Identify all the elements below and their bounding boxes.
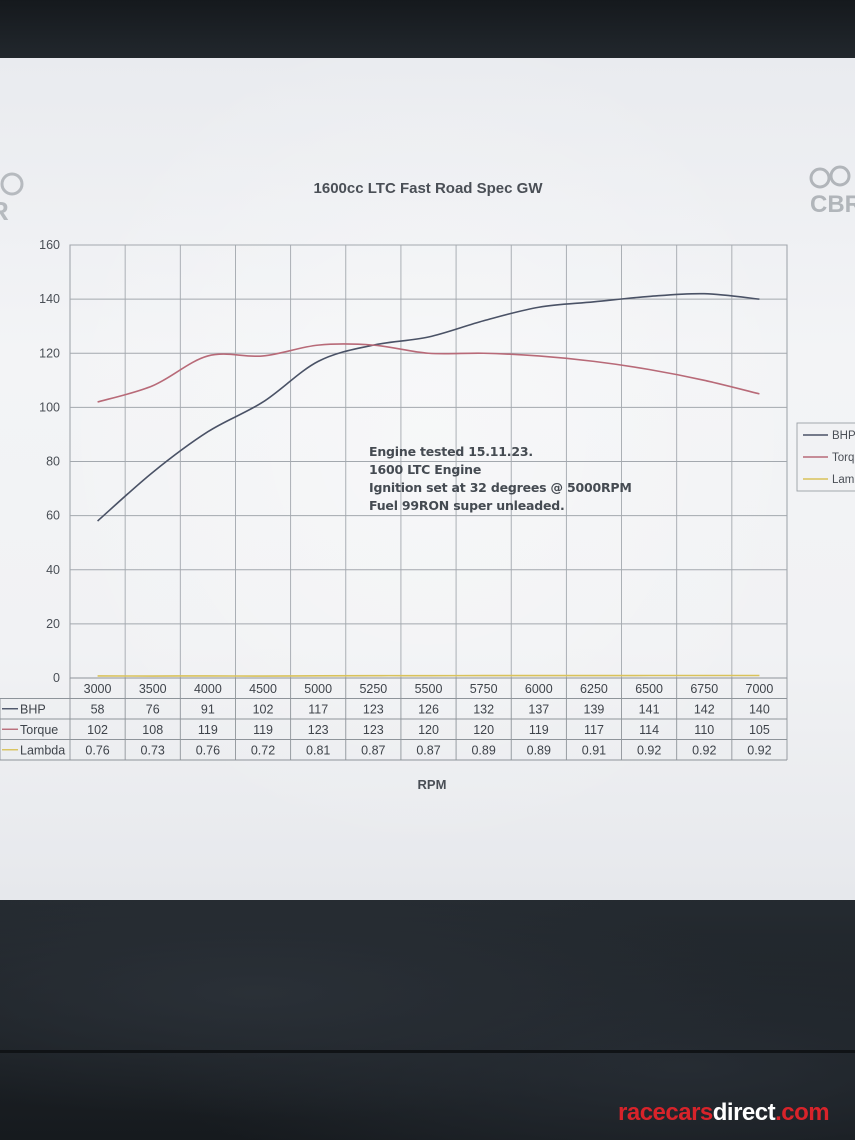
data-label: 123	[363, 703, 384, 717]
data-label: 123	[363, 723, 384, 737]
x-tick-label: 5500	[415, 682, 443, 696]
x-tick-label: 6750	[690, 682, 718, 696]
y-tick-label: 60	[46, 509, 60, 523]
note-line: Ignition set at 32 degrees @ 5000RPM	[369, 480, 632, 495]
data-label: 102	[253, 703, 274, 717]
note-line: 1600 LTC Engine	[369, 462, 482, 477]
data-table: 3000 3500 4000 4500 5000 5250 5500 5750 6000 6250…	[0, 677, 788, 761]
watermark-part: racecars	[618, 1099, 713, 1126]
table-series-name: BHP	[20, 703, 46, 717]
series-line-torque	[97, 343, 760, 403]
data-label: 0.73	[141, 744, 165, 758]
logo-left-text: R	[0, 196, 9, 226]
data-label: 132	[473, 703, 494, 717]
data-label: 141	[639, 703, 660, 717]
background-leather	[0, 895, 855, 1140]
chart-legend: BHP Torq Lam	[796, 422, 855, 492]
x-tick-label: 5000	[304, 682, 332, 696]
data-label: 114	[639, 723, 659, 737]
data-label: 117	[584, 723, 604, 737]
data-label: 0.87	[416, 744, 440, 758]
data-label: 110	[694, 723, 714, 737]
x-tick-label: 4500	[249, 682, 277, 696]
table-series-name: Torque	[20, 723, 58, 737]
x-tick-label: 7000	[746, 682, 774, 696]
series-line-bhp	[97, 292, 760, 522]
y-tick-label: 100	[39, 400, 60, 414]
data-label: 119	[253, 723, 273, 737]
data-label: 126	[418, 703, 439, 717]
data-label: 120	[418, 723, 439, 737]
logo-left-piston-icon	[0, 172, 24, 196]
data-label: 0.76	[85, 744, 109, 758]
y-tick-label: 20	[46, 617, 60, 631]
x-tick-label: 6500	[635, 682, 663, 696]
y-axis-ticks: 0 20 40 60 80 100 120 140 160	[39, 238, 60, 685]
data-label: 0.89	[527, 744, 551, 758]
data-label: 123	[308, 723, 329, 737]
x-tick-label: 5750	[470, 682, 498, 696]
data-label: 0.81	[306, 744, 330, 758]
watermark-part: .com	[775, 1099, 830, 1126]
data-label: 0.76	[196, 744, 220, 758]
data-label: 139	[584, 703, 605, 717]
logo-right-piston-icon	[809, 167, 831, 189]
data-label: 0.91	[582, 744, 606, 758]
data-label: 0.89	[471, 744, 495, 758]
data-label: 142	[694, 703, 715, 717]
data-label: 0.87	[361, 744, 385, 758]
x-tick-label: 4000	[194, 682, 222, 696]
logo-right: CBR	[809, 165, 855, 218]
data-label: 108	[142, 723, 163, 737]
y-tick-label: 0	[53, 671, 60, 685]
y-tick-label: 120	[39, 346, 60, 360]
data-label: 0.92	[692, 744, 716, 758]
legend-label: BHP	[832, 430, 855, 442]
data-label: 140	[749, 703, 770, 717]
data-label: 105	[749, 723, 770, 737]
y-tick-label: 140	[39, 292, 60, 306]
data-label: 117	[308, 703, 328, 717]
y-tick-label: 80	[46, 455, 60, 469]
data-label: 0.92	[637, 744, 661, 758]
series-line-lambda	[97, 674, 760, 677]
data-label: 102	[87, 723, 108, 737]
y-tick-label: 160	[39, 238, 60, 252]
data-label: 137	[528, 703, 549, 717]
test-notes: Engine tested 15.11.23. 1600 LTC Engine …	[369, 443, 632, 515]
x-axis-label: RPM	[418, 777, 447, 792]
chart-title: 1600cc LTC Fast Road Spec GW	[314, 180, 544, 197]
note-line: Engine tested 15.11.23.	[369, 444, 533, 459]
legend-label: Lam	[832, 474, 854, 486]
chart-lines	[97, 292, 760, 677]
table-series-name: Lambda	[20, 744, 65, 758]
data-label: 0.72	[251, 744, 275, 758]
note-line: Fuel 99RON super unleaded.	[369, 498, 565, 513]
x-tick-label: 3500	[139, 682, 167, 696]
data-label: 119	[198, 723, 218, 737]
logo-right-piston-icon-2	[829, 165, 851, 187]
x-tick-label: 6250	[580, 682, 608, 696]
leather-seam	[0, 1050, 855, 1053]
watermark-part: direct	[712, 1099, 776, 1126]
data-label: 58	[91, 703, 105, 717]
site-watermark: racecarsdirect.com	[618, 1099, 830, 1127]
x-tick-label: 6000	[525, 682, 553, 696]
y-tick-label: 40	[46, 563, 60, 577]
data-label: 91	[201, 703, 215, 717]
logo-left: R	[0, 172, 24, 226]
logo-right-text: CBR	[810, 191, 855, 218]
data-label: 76	[146, 703, 160, 717]
x-tick-label: 5250	[359, 682, 387, 696]
x-tick-label: 3000	[84, 682, 112, 696]
data-label: 120	[473, 723, 494, 737]
legend-label: Torq	[832, 452, 854, 464]
data-label: 0.92	[747, 744, 771, 758]
data-label: 119	[529, 723, 549, 737]
